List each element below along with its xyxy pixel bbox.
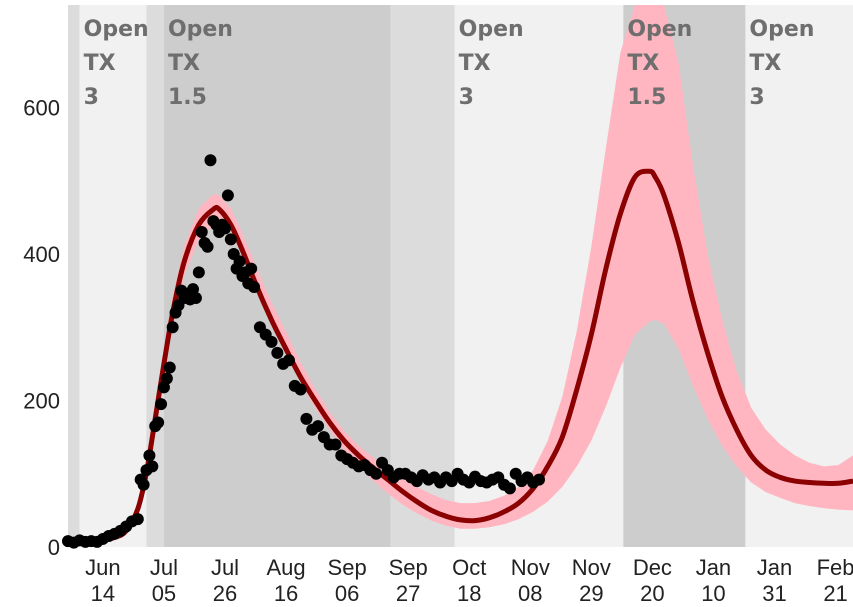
x-axis-ticks: Jun14Jul05Jul26Aug16Sep06Sep27Oct18Nov08… — [85, 555, 853, 606]
x-tick-label-5-month: Sep — [389, 555, 428, 580]
phase-label-6-line-0: Open — [627, 17, 692, 42]
x-tick-label-11-month: Jan — [757, 555, 792, 580]
observed-point-47 — [233, 255, 246, 268]
observed-point-96 — [503, 482, 516, 495]
x-tick-label-8-day: 29 — [579, 581, 603, 606]
phase-label-7-line-0: Open — [749, 17, 814, 42]
phase-region-4 — [390, 5, 455, 547]
y-tick-label-0: 0 — [48, 535, 60, 560]
fitted-line — [67, 168, 853, 546]
x-tick-label-0-day: 14 — [91, 581, 115, 606]
observed-point-52 — [248, 280, 261, 293]
x-tick-label-8-month: Nov — [572, 555, 611, 580]
phase-region-1 — [79, 5, 147, 547]
phase-label-5-line-2: 3 — [459, 85, 474, 110]
observed-point-34 — [195, 226, 208, 239]
x-tick-label-7-month: Nov — [511, 555, 550, 580]
x-tick-label-5-day: 27 — [396, 581, 420, 606]
y-tick-label-2: 400 — [23, 242, 60, 267]
fitted-curve — [67, 168, 853, 546]
observed-point-14 — [137, 478, 150, 491]
observed-point-36 — [201, 240, 214, 253]
observed-point-42 — [219, 222, 231, 235]
observed-point-43 — [221, 189, 234, 202]
phase-region-0 — [68, 5, 80, 547]
observed-point-37 — [204, 154, 217, 167]
x-tick-label-2-day: 26 — [213, 581, 237, 606]
x-tick-label-12-month: Feb — [817, 555, 853, 580]
phase-label-3-line-0: Open — [168, 17, 233, 42]
observed-point-44 — [224, 233, 237, 246]
observed-point-51 — [245, 262, 258, 275]
observed-point-23 — [163, 361, 176, 374]
x-tick-label-7-day: 08 — [518, 581, 542, 606]
observed-point-58 — [282, 354, 295, 367]
x-tick-label-6-month: Oct — [452, 555, 486, 580]
observed-point-66 — [329, 438, 342, 451]
observed-point-20 — [155, 398, 168, 411]
observed-point-19 — [152, 416, 165, 429]
phase-label-6-line-2: 1.5 — [627, 85, 666, 110]
observed-point-55 — [265, 335, 278, 348]
x-tick-label-1-month: Jul — [150, 555, 178, 580]
phase-region-2 — [146, 5, 164, 547]
phase-label-7-line-1: TX — [749, 51, 781, 76]
x-tick-label-4-month: Sep — [328, 555, 367, 580]
observed-point-101 — [533, 473, 545, 486]
x-tick-label-3-day: 16 — [274, 581, 298, 606]
phase-labels: Open TX 3 Open TX 1.5 Open TX 3 Open TX 1.5 Open TX 3 — [84, 17, 815, 110]
phase-label-3-line-2: 1.5 — [168, 85, 207, 110]
phase-label-5-line-1: TX — [459, 51, 491, 76]
observed-point-24 — [166, 321, 179, 334]
phase-label-1-line-0: Open — [84, 17, 149, 42]
x-tick-label-9-month: Dec — [633, 555, 672, 580]
confidence-band-area — [68, 5, 853, 545]
x-tick-label-1-day: 05 — [152, 581, 176, 606]
observed-point-56 — [271, 346, 284, 359]
observed-point-63 — [312, 420, 325, 433]
confidence-band — [68, 5, 853, 545]
observed-point-60 — [294, 383, 307, 396]
x-tick-label-0-month: Jun — [85, 555, 120, 580]
observed-point-61 — [300, 412, 313, 425]
phase-label-3-line-1: TX — [168, 51, 200, 76]
phase-label-1-line-1: TX — [84, 51, 116, 76]
x-tick-label-10-month: Jan — [696, 555, 731, 580]
phase-label-7-line-2: 3 — [749, 85, 764, 110]
observed-point-22 — [160, 372, 173, 385]
observed-point-12 — [131, 513, 144, 526]
x-tick-label-11-day: 31 — [762, 581, 786, 606]
phase-label-1-line-2: 3 — [84, 85, 99, 110]
y-axis-ticks: 0 200 400 600 — [23, 96, 60, 560]
x-tick-label-12-day: 21 — [823, 581, 847, 606]
phase-label-6-line-1: TX — [627, 51, 659, 76]
x-tick-label-2-month: Jul — [211, 555, 239, 580]
observed-point-32 — [189, 291, 202, 304]
x-tick-label-4-day: 06 — [335, 581, 359, 606]
x-tick-label-9-day: 20 — [640, 581, 664, 606]
x-tick-label-3-month: Aug — [266, 555, 305, 580]
observed-point-73 — [370, 467, 383, 480]
x-tick-label-10-day: 10 — [701, 581, 725, 606]
y-tick-label-1: 200 — [23, 389, 60, 414]
observed-point-16 — [143, 449, 156, 462]
observed-points — [62, 154, 545, 549]
observed-point-17 — [146, 460, 159, 473]
phase-label-5-line-0: Open — [459, 17, 524, 42]
y-tick-label-3: 600 — [23, 96, 60, 121]
x-tick-label-6-day: 18 — [457, 581, 481, 606]
observed-point-33 — [192, 266, 205, 279]
